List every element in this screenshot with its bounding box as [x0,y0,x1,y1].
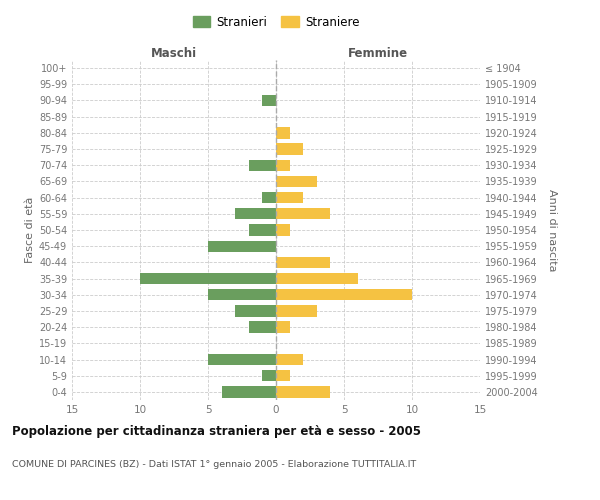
Bar [140,273,276,284]
Bar [276,354,303,365]
Bar [249,160,276,171]
Text: Femmine: Femmine [348,47,408,60]
Bar [276,370,290,382]
Bar [276,176,317,187]
Bar [276,289,412,300]
Bar [276,192,303,203]
Bar [235,306,276,316]
Bar [249,224,276,235]
Bar [276,256,331,268]
Bar [208,289,276,300]
Y-axis label: Anni di nascita: Anni di nascita [547,188,557,271]
Legend: Stranieri, Straniere: Stranieri, Straniere [188,11,364,34]
Bar [249,322,276,333]
Text: COMUNE DI PARCINES (BZ) - Dati ISTAT 1° gennaio 2005 - Elaborazione TUTTITALIA.I: COMUNE DI PARCINES (BZ) - Dati ISTAT 1° … [12,460,416,469]
Bar [276,127,290,138]
Bar [276,160,290,171]
Text: Maschi: Maschi [151,47,197,60]
Y-axis label: Fasce di età: Fasce di età [25,197,35,263]
Bar [276,224,290,235]
Bar [276,208,331,220]
Bar [208,240,276,252]
Bar [262,192,276,203]
Bar [262,370,276,382]
Bar [276,273,358,284]
Bar [235,208,276,220]
Bar [221,386,276,398]
Bar [208,354,276,365]
Bar [276,386,331,398]
Bar [276,306,317,316]
Bar [276,144,303,154]
Text: Popolazione per cittadinanza straniera per età e sesso - 2005: Popolazione per cittadinanza straniera p… [12,425,421,438]
Bar [262,95,276,106]
Bar [276,322,290,333]
